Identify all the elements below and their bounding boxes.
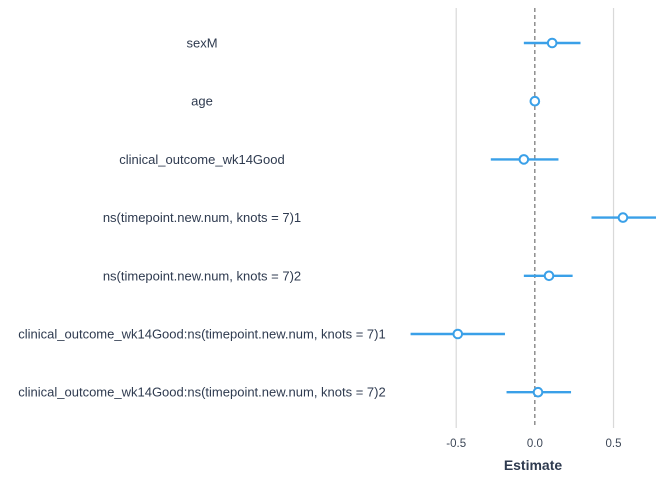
term-label: ns(timepoint.new.num, knots = 7)1 — [103, 210, 301, 225]
estimate-point — [452, 328, 464, 340]
term-label: clinical_outcome_wk14Good:ns(timepoint.n… — [18, 385, 385, 400]
term-label: age — [191, 94, 213, 109]
estimate-point — [543, 270, 555, 282]
term-label: sexM — [186, 36, 217, 51]
x-tick-labels: -0.5 0.0 0.5 — [446, 438, 621, 450]
term-labels: sexM age clinical_outcome_wk14Good ns(timep… — [18, 36, 385, 400]
x-tick-label: 0.0 — [527, 438, 543, 450]
term-label: ns(timepoint.new.num, knots = 7)2 — [103, 268, 301, 283]
marks-layer — [410, 37, 656, 398]
term-label: clinical_outcome_wk14Good:ns(timepoint.n… — [18, 327, 385, 342]
estimate-point — [518, 154, 530, 165]
estimate-point — [546, 37, 558, 49]
x-tick-label: -0.5 — [446, 438, 466, 450]
x-axis-title: Estimate — [504, 457, 563, 473]
term-label: clinical_outcome_wk14Good — [119, 152, 284, 167]
estimate-point — [532, 386, 544, 398]
estimate-point — [617, 212, 629, 223]
estimate-point — [529, 95, 541, 107]
x-tick-label: 0.5 — [606, 438, 622, 450]
